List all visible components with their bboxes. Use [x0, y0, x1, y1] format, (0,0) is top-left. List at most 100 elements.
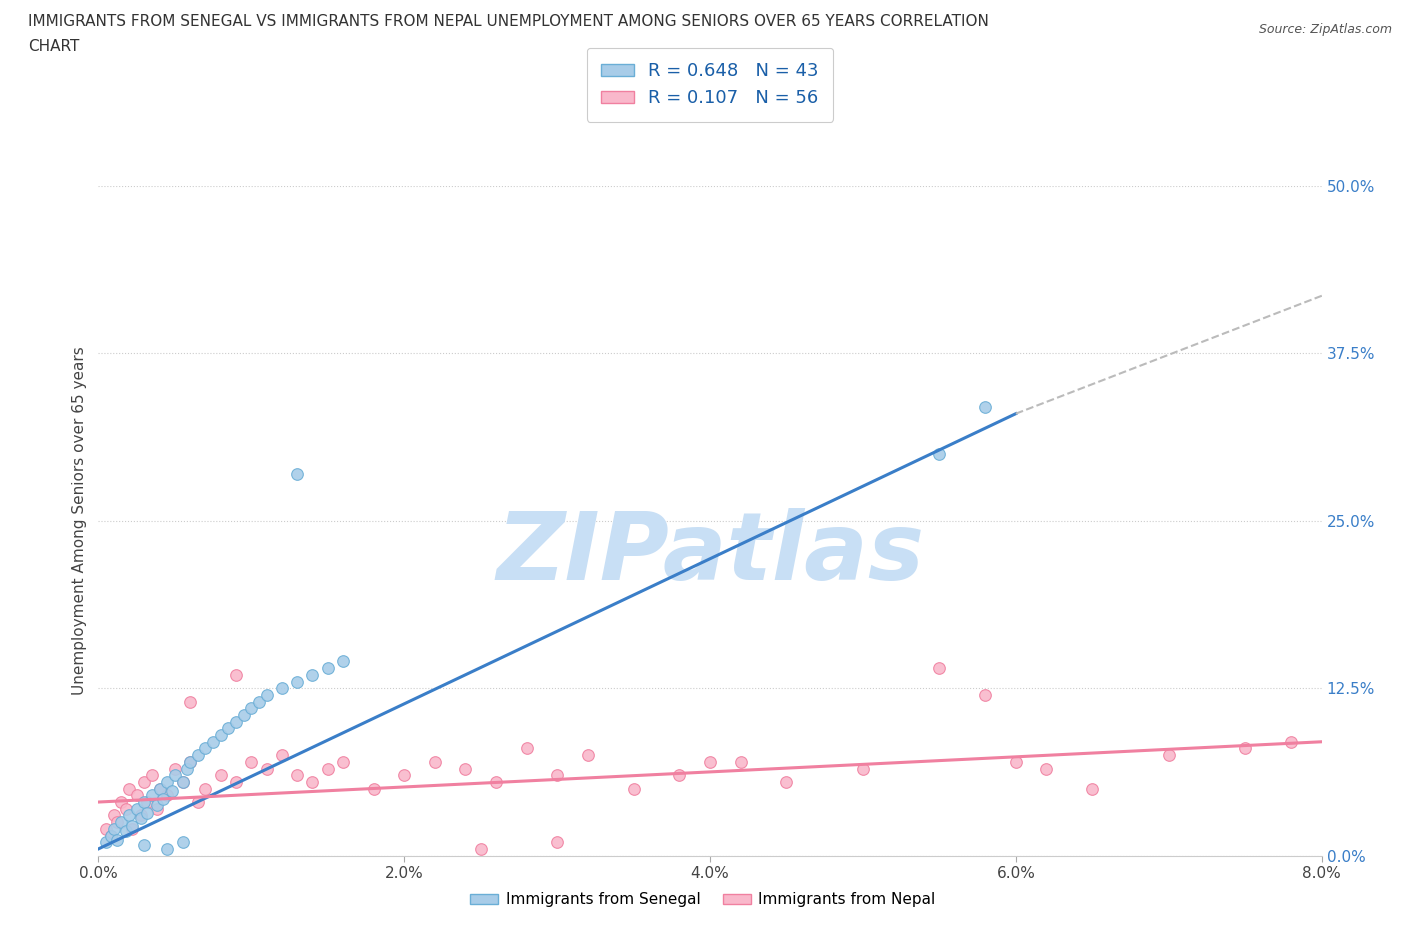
Point	[110, 794, 132, 809]
Point	[121, 821, 143, 836]
Point	[103, 821, 125, 836]
Point	[852, 761, 875, 776]
Point	[285, 674, 308, 689]
Point	[115, 802, 138, 817]
Point	[668, 768, 690, 783]
Legend: Immigrants from Senegal, Immigrants from Nepal: Immigrants from Senegal, Immigrants from…	[464, 886, 942, 913]
Point	[145, 802, 167, 817]
Point	[1157, 748, 1180, 763]
Point	[546, 835, 568, 850]
Point	[141, 768, 163, 783]
Point	[928, 660, 950, 675]
Point	[285, 768, 308, 783]
Point	[179, 754, 201, 769]
Point	[163, 761, 186, 776]
Point	[160, 784, 183, 799]
Point	[176, 761, 198, 776]
Point	[103, 808, 125, 823]
Point	[928, 446, 950, 461]
Point	[256, 761, 278, 776]
Point	[163, 768, 186, 783]
Point	[247, 694, 270, 709]
Point	[115, 824, 138, 839]
Point	[129, 808, 152, 823]
Point	[240, 701, 263, 716]
Point	[149, 781, 172, 796]
Point	[194, 781, 217, 796]
Point	[156, 788, 179, 803]
Point	[699, 754, 721, 769]
Point	[172, 835, 194, 850]
Point	[423, 754, 446, 769]
Point	[470, 842, 492, 857]
Point	[1004, 754, 1026, 769]
Point	[1035, 761, 1057, 776]
Point	[332, 754, 354, 769]
Point	[209, 727, 232, 742]
Point	[775, 775, 797, 790]
Point	[125, 802, 148, 817]
Point	[240, 754, 263, 769]
Text: IMMIGRANTS FROM SENEGAL VS IMMIGRANTS FROM NEPAL UNEMPLOYMENT AMONG SENIORS OVER: IMMIGRANTS FROM SENEGAL VS IMMIGRANTS FR…	[28, 14, 988, 29]
Text: CHART: CHART	[28, 39, 80, 54]
Point	[187, 748, 209, 763]
Point	[136, 805, 159, 820]
Point	[485, 775, 508, 790]
Point	[363, 781, 385, 796]
Point	[187, 794, 209, 809]
Point	[232, 708, 254, 723]
Point	[392, 768, 416, 783]
Point	[730, 754, 752, 769]
Point	[118, 781, 141, 796]
Point	[172, 775, 194, 790]
Point	[149, 781, 172, 796]
Point	[100, 828, 122, 843]
Point	[94, 835, 117, 850]
Point	[194, 741, 217, 756]
Point	[256, 687, 278, 702]
Point	[301, 775, 323, 790]
Point	[225, 714, 247, 729]
Point	[209, 768, 232, 783]
Point	[546, 768, 568, 783]
Point	[225, 775, 247, 790]
Point	[974, 687, 997, 702]
Point	[100, 828, 122, 843]
Y-axis label: Unemployment Among Seniors over 65 years: Unemployment Among Seniors over 65 years	[72, 347, 87, 696]
Point	[105, 832, 128, 847]
Point	[454, 761, 477, 776]
Point	[515, 741, 537, 756]
Point	[145, 797, 167, 812]
Point	[125, 788, 148, 803]
Point	[94, 821, 117, 836]
Point	[301, 668, 323, 683]
Point	[576, 748, 599, 763]
Text: Source: ZipAtlas.com: Source: ZipAtlas.com	[1258, 23, 1392, 36]
Point	[1279, 735, 1302, 750]
Point	[285, 467, 308, 482]
Point	[172, 775, 194, 790]
Point	[134, 794, 156, 809]
Point	[156, 775, 179, 790]
Point	[152, 792, 174, 807]
Text: ZIPatlas: ZIPatlas	[496, 509, 924, 600]
Point	[110, 815, 132, 830]
Point	[202, 735, 225, 750]
Point	[225, 668, 247, 683]
Point	[121, 818, 143, 833]
Point	[118, 808, 141, 823]
Point	[129, 811, 152, 826]
Legend: R = 0.648   N = 43, R = 0.107   N = 56: R = 0.648 N = 43, R = 0.107 N = 56	[586, 47, 834, 122]
Point	[974, 400, 997, 415]
Point	[1234, 741, 1257, 756]
Point	[105, 815, 128, 830]
Point	[136, 794, 159, 809]
Point	[316, 660, 339, 675]
Point	[156, 842, 179, 857]
Point	[134, 837, 156, 852]
Point	[179, 694, 201, 709]
Point	[217, 721, 239, 736]
Point	[270, 748, 294, 763]
Point	[179, 754, 201, 769]
Point	[332, 654, 354, 669]
